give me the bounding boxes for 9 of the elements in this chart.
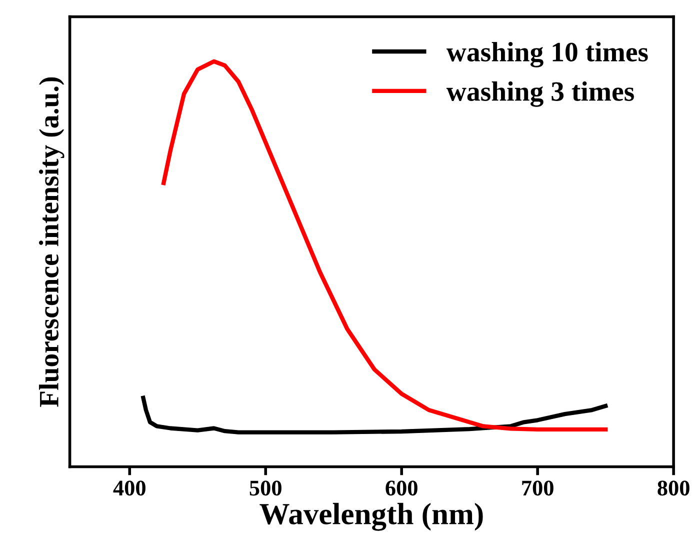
- legend-label: washing 10 times: [446, 42, 648, 68]
- legend-label: washing 3 times: [446, 81, 634, 107]
- x-tick-label: 700: [522, 480, 554, 496]
- x-tick-label: 500: [250, 480, 282, 496]
- x-tick-label: 600: [386, 480, 418, 496]
- x-tick-label: 800: [658, 480, 690, 496]
- x-tick-label: 400: [113, 480, 146, 496]
- x-axis-title: Wavelength (nm): [260, 502, 483, 531]
- y-axis-title: Fluorescence intensity (a.u.): [38, 77, 64, 407]
